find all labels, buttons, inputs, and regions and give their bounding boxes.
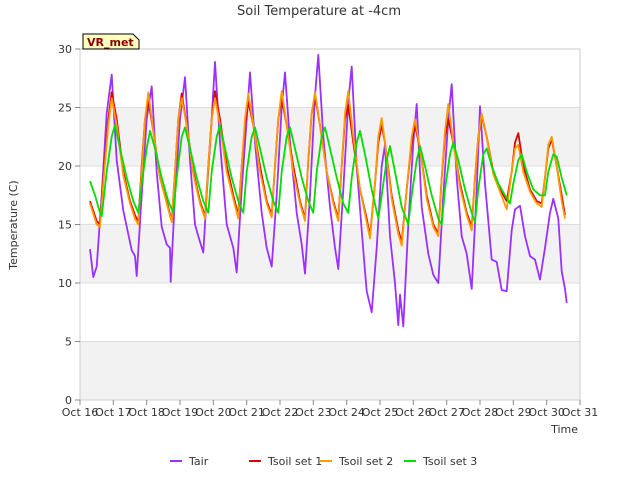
x-tick-label: Oct 26 <box>395 406 432 419</box>
x-tick-label: Oct 24 <box>328 406 365 419</box>
x-tick-label: Oct 16 <box>62 406 99 419</box>
series-line-tsoil-set-3 <box>89 124 568 226</box>
x-tick-label: Oct 31 <box>562 406 599 419</box>
x-tick-label: Oct 19 <box>162 406 199 419</box>
series-line-tair <box>89 54 568 328</box>
series-lines <box>89 54 568 328</box>
plot-band <box>80 107 580 166</box>
x-tick-label: Oct 25 <box>362 406 399 419</box>
x-tick-label: Oct 28 <box>462 406 499 419</box>
y-tick-label: 10 <box>58 277 72 290</box>
x-tick-label: Oct 23 <box>295 406 332 419</box>
x-tick-label: Oct 29 <box>495 406 532 419</box>
y-tick-label: 25 <box>58 102 72 115</box>
x-tick-label: Oct 30 <box>528 406 565 419</box>
plot-band <box>80 341 580 400</box>
y-tick-label: 5 <box>65 336 72 349</box>
chart-title: Soil Temperature at -4cm <box>237 4 401 19</box>
legend-label: Tair <box>188 455 209 468</box>
x-tick-label: Oct 22 <box>262 406 299 419</box>
plot-band <box>80 166 580 225</box>
y-tick-label: 20 <box>58 160 72 173</box>
x-axis-label: Time <box>550 423 578 436</box>
legend-label: Tsoil set 1 <box>267 455 322 468</box>
plot-band <box>80 49 580 108</box>
station-badge-box <box>82 33 140 50</box>
plot-band <box>80 283 580 342</box>
x-tick-label: Oct 17 <box>95 406 132 419</box>
station-badge: VR_met <box>82 33 140 50</box>
station-badge-label: VR_met <box>87 36 134 49</box>
y-tick-label: 15 <box>58 219 72 232</box>
x-tick-label: Oct 27 <box>428 406 465 419</box>
series-line-tsoil-set-2 <box>89 90 566 247</box>
legend-label: Tsoil set 3 <box>422 455 477 468</box>
plot-background <box>80 49 580 400</box>
y-axis-label: Temperature (C) <box>7 180 20 270</box>
y-tick-label: 30 <box>58 43 72 56</box>
x-tick-label: Oct 21 <box>228 406 265 419</box>
legend-label: Tsoil set 2 <box>338 455 393 468</box>
plot-band <box>80 224 580 283</box>
y-axis-ticks: 0 5 10 15 20 25 30 <box>58 43 80 407</box>
legend: Tair Tsoil set 1 Tsoil set 2 Tsoil set 3 <box>170 455 477 468</box>
x-tick-label: Oct 18 <box>128 406 165 419</box>
y-tick-label: 0 <box>65 394 72 407</box>
x-tick-label: Oct 20 <box>195 406 232 419</box>
